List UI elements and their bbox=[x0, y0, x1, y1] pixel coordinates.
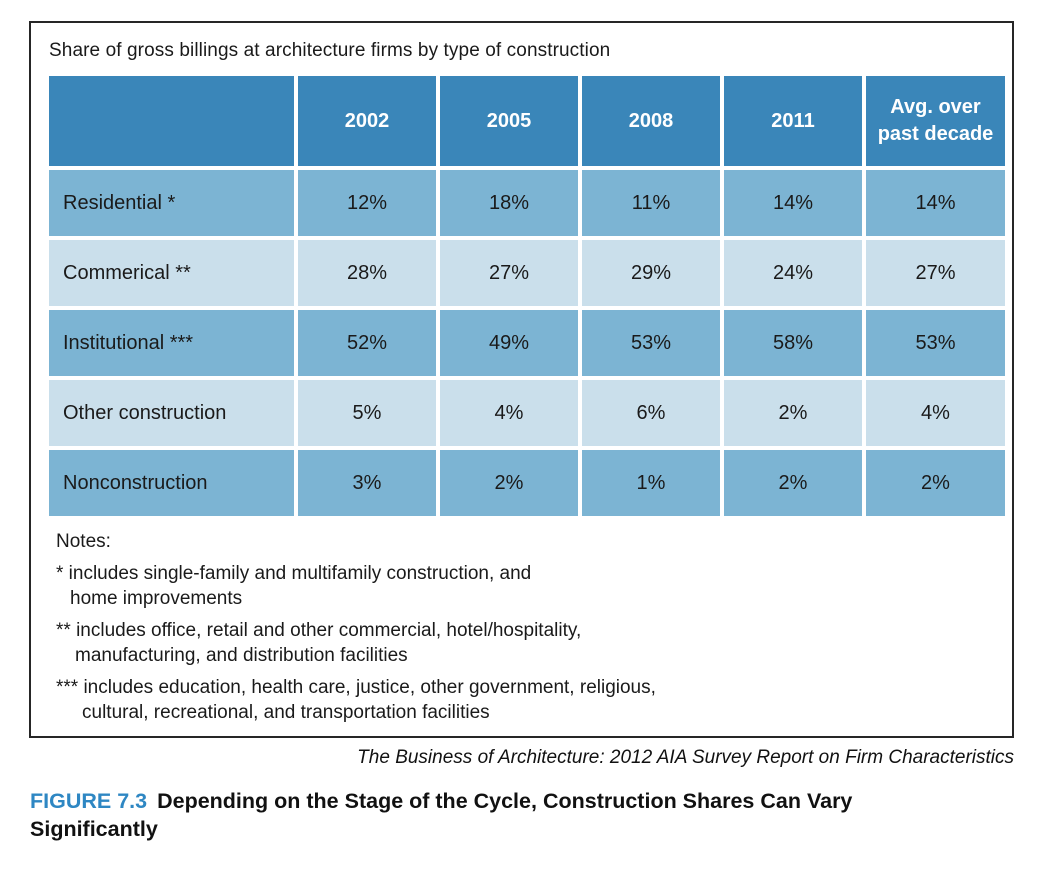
table-cell: 29% bbox=[582, 240, 720, 306]
table-cell: 14% bbox=[866, 170, 1005, 236]
table-cell: 27% bbox=[440, 240, 578, 306]
table-cell: 11% bbox=[582, 170, 720, 236]
figure-caption: FIGURE 7.3 Depending on the Stage of the … bbox=[30, 787, 972, 843]
table-header-2002: 2002 bbox=[298, 76, 436, 166]
table-cell: 49% bbox=[440, 310, 578, 376]
row-label-nonconstruction: Nonconstruction bbox=[49, 450, 294, 516]
source-attribution: The Business of Architecture: 2012 AIA S… bbox=[357, 747, 1014, 768]
notes-heading: Notes: bbox=[56, 531, 111, 552]
row-label-residential: Residential * bbox=[49, 170, 294, 236]
table-cell: 4% bbox=[440, 380, 578, 446]
table-cell: 6% bbox=[582, 380, 720, 446]
table-cell: 4% bbox=[866, 380, 1005, 446]
table-cell: 2% bbox=[440, 450, 578, 516]
figure-box: Share of gross billings at architecture … bbox=[29, 21, 1014, 738]
table-header-2011: 2011 bbox=[724, 76, 862, 166]
table-cell: 28% bbox=[298, 240, 436, 306]
table-cell: 14% bbox=[724, 170, 862, 236]
note-line: manufacturing, and distribution faciliti… bbox=[75, 645, 408, 666]
table-cell: 18% bbox=[440, 170, 578, 236]
table-cell: 3% bbox=[298, 450, 436, 516]
note-line: ** includes office, retail and other com… bbox=[56, 620, 582, 641]
table-header-empty-cell bbox=[49, 76, 294, 166]
billings-table: 2002 2005 2008 2011 Avg. over past decad… bbox=[49, 76, 1005, 516]
note-line: *** includes education, health care, jus… bbox=[56, 677, 656, 698]
table-cell: 2% bbox=[724, 450, 862, 516]
notes-section: Notes: * includes single-family and mult… bbox=[56, 529, 1012, 725]
table-header-2005: 2005 bbox=[440, 76, 578, 166]
note-line: * includes single-family and multifamily… bbox=[56, 563, 532, 584]
table-cell: 27% bbox=[866, 240, 1005, 306]
table-cell: 53% bbox=[866, 310, 1005, 376]
note-line: home improvements bbox=[70, 588, 243, 609]
row-label-institutional: Institutional *** bbox=[49, 310, 294, 376]
table-cell: 2% bbox=[866, 450, 1005, 516]
note-institutional: *** includes education, health care, jus… bbox=[56, 675, 1012, 725]
table-cell: 58% bbox=[724, 310, 862, 376]
table-cell: 1% bbox=[582, 450, 720, 516]
table-header-avg-decade: Avg. over past decade bbox=[866, 76, 1005, 166]
row-label-other-construction: Other construction bbox=[49, 380, 294, 446]
row-label-commerical: Commerical ** bbox=[49, 240, 294, 306]
note-commercial: ** includes office, retail and other com… bbox=[56, 618, 1012, 668]
note-residential: * includes single-family and multifamily… bbox=[56, 561, 1012, 611]
table-cell: 5% bbox=[298, 380, 436, 446]
table-header-2008: 2008 bbox=[582, 76, 720, 166]
note-line: cultural, recreational, and transportati… bbox=[82, 702, 490, 723]
table-cell: 52% bbox=[298, 310, 436, 376]
figure-number-label: FIGURE 7.3 bbox=[30, 789, 148, 813]
table-cell: 2% bbox=[724, 380, 862, 446]
table-cell: 53% bbox=[582, 310, 720, 376]
table-title: Share of gross billings at architecture … bbox=[49, 40, 611, 61]
table-cell: 12% bbox=[298, 170, 436, 236]
table-cell: 24% bbox=[724, 240, 862, 306]
figure-caption-text: Depending on the Stage of the Cycle, Con… bbox=[30, 789, 853, 841]
